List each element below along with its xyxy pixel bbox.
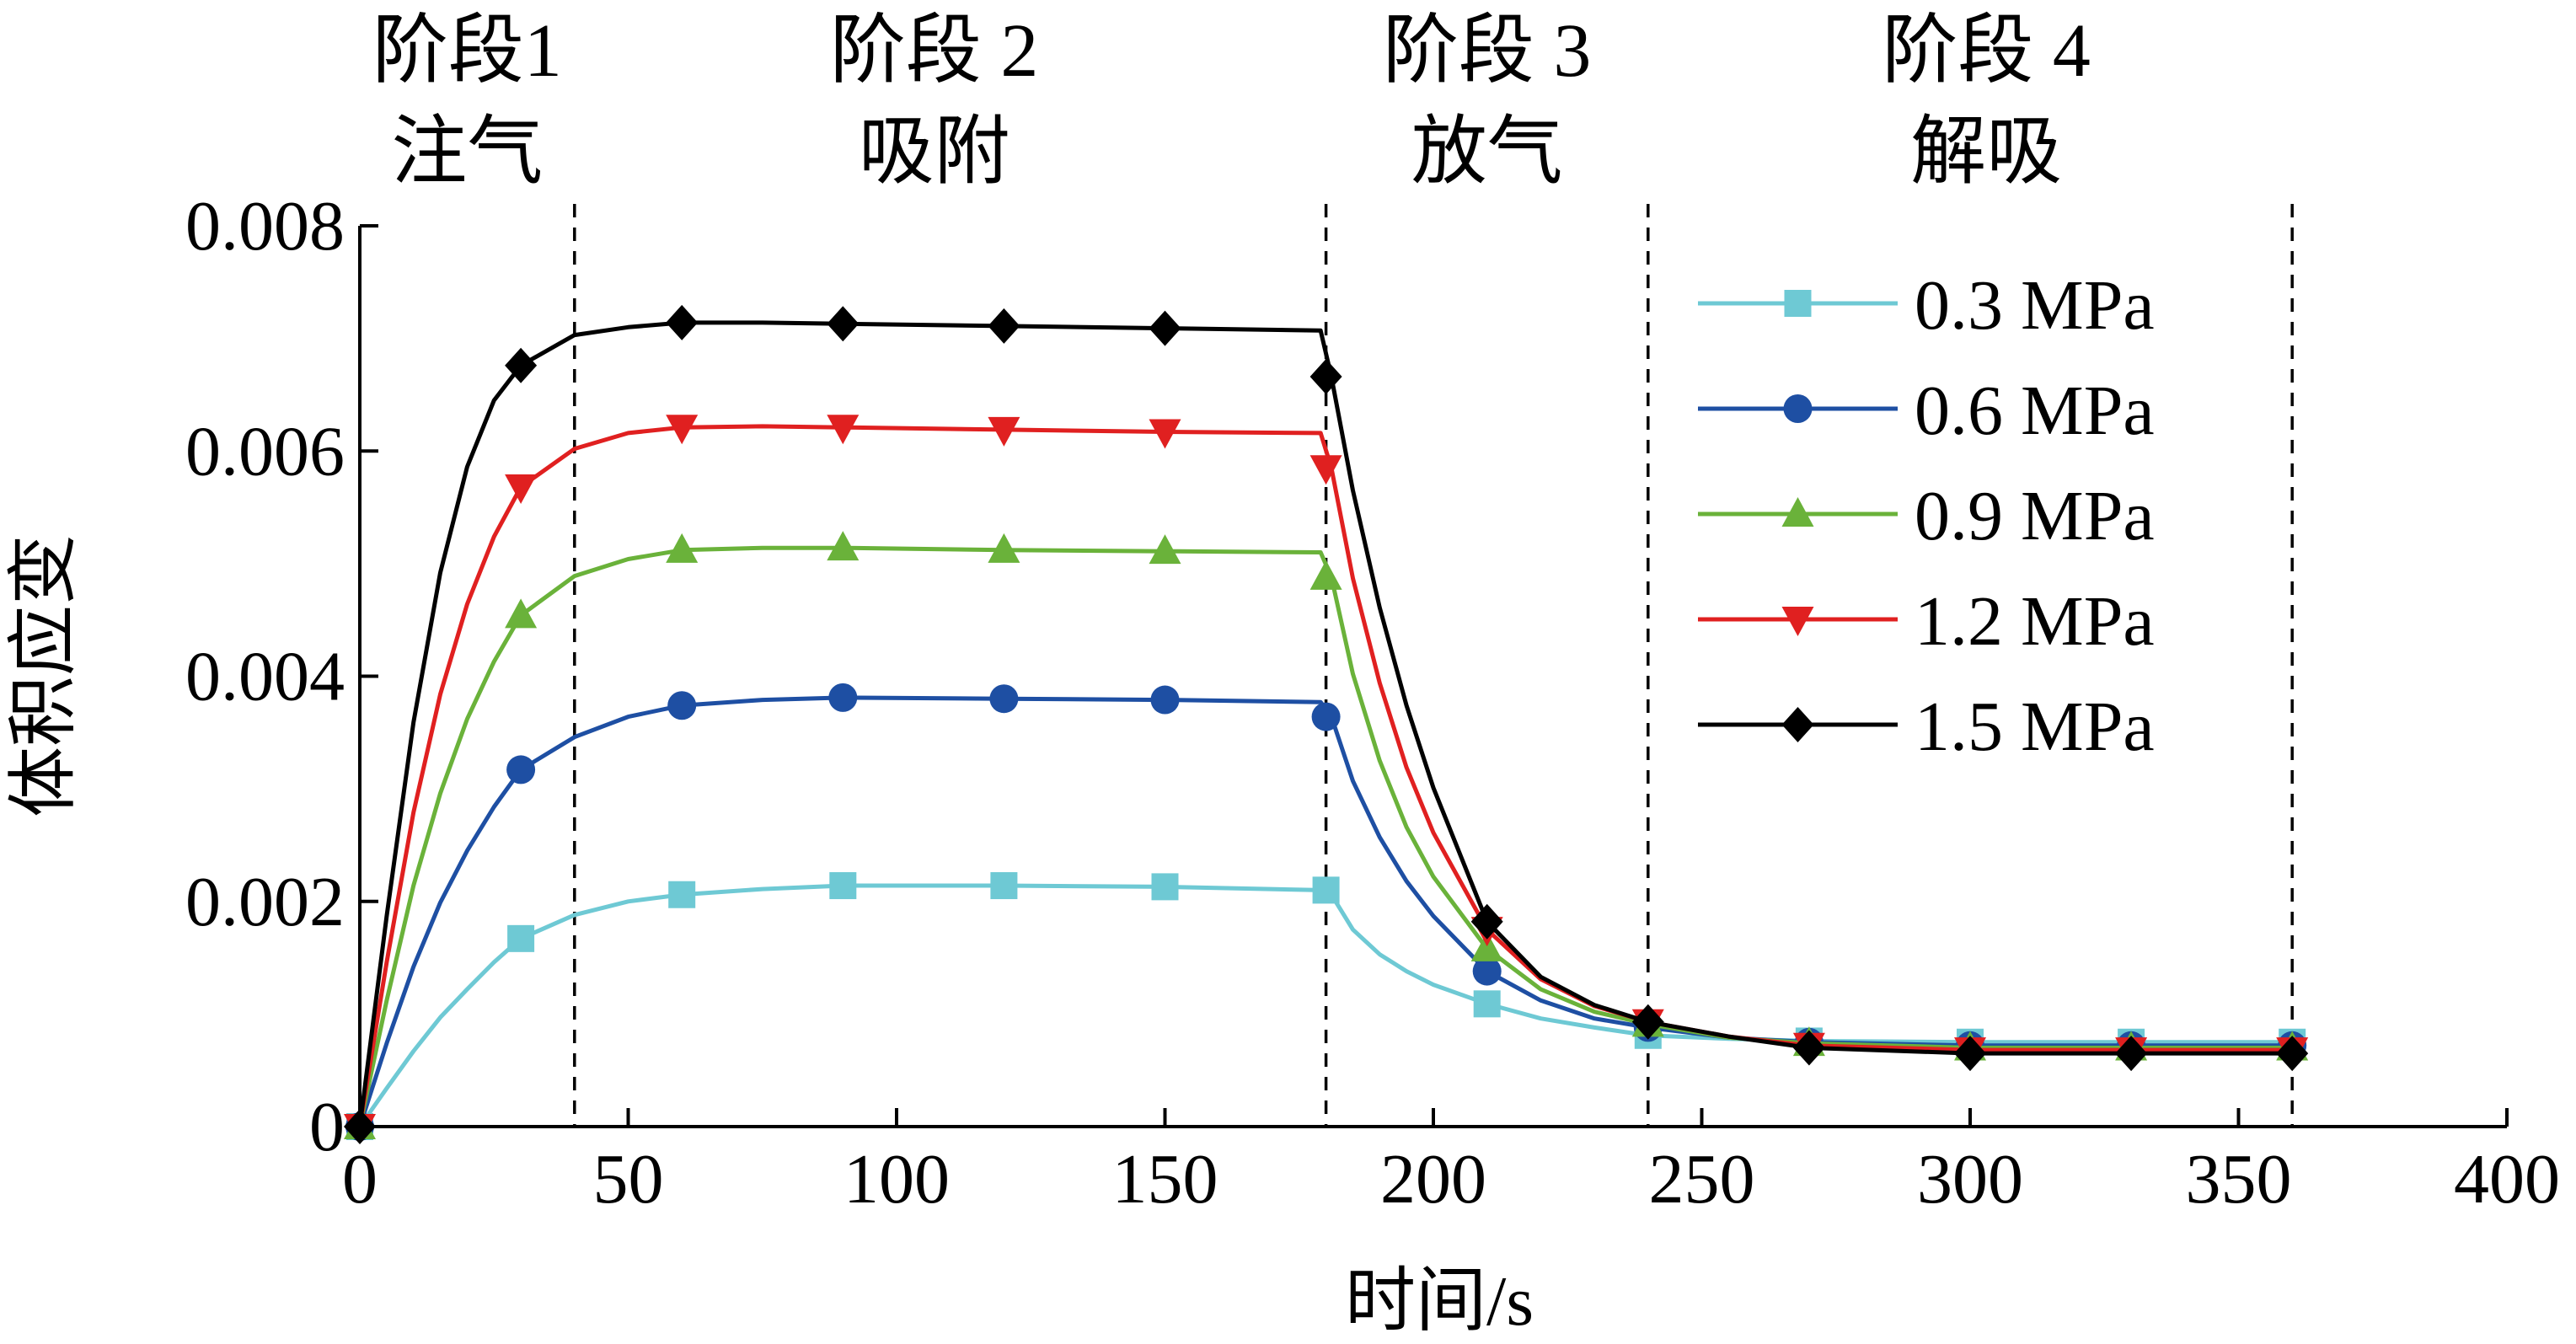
- phase-labels: 阶段1 注气 阶段 2 吸附 阶段 3 放气 阶段 4 解吸: [372, 9, 2091, 194]
- legend-item: 0.6 MPa: [1698, 372, 2155, 450]
- phase-label: 注气: [391, 110, 543, 194]
- data-point: [827, 306, 860, 342]
- data-point: [1472, 956, 1502, 986]
- data-point: [988, 308, 1020, 344]
- series-group: [344, 304, 2309, 1144]
- legend-item: 1.5 MPa: [1698, 688, 2155, 766]
- phase-label: 解吸: [1910, 110, 2062, 194]
- data-point: [1151, 873, 1179, 901]
- y-tick-label: 0.002: [185, 863, 345, 941]
- x-tick-label: 200: [1380, 1140, 1486, 1218]
- legend-label: 0.6 MPa: [1915, 372, 2155, 450]
- data-point: [989, 684, 1019, 714]
- x-tick-label: 50: [593, 1140, 664, 1218]
- y-ticks: 0 0.002 0.004 0.006 0.008: [185, 187, 378, 1166]
- data-point: [666, 415, 699, 445]
- data-point: [667, 691, 697, 720]
- data-point: [1792, 1030, 1825, 1066]
- data-point: [828, 683, 858, 712]
- data-point: [988, 416, 1020, 447]
- data-point: [1309, 455, 1342, 485]
- phase-name: 阶段 4: [1882, 9, 2091, 93]
- legend-label: 0.3 MPa: [1915, 266, 2155, 345]
- x-tick-label: 150: [1112, 1140, 1218, 1218]
- data-point: [1470, 903, 1503, 940]
- data-point: [1149, 310, 1181, 346]
- x-tick-label: 300: [1917, 1140, 2023, 1218]
- legend-label: 1.2 MPa: [1915, 582, 2155, 661]
- x-tick-label: 400: [2454, 1140, 2560, 1218]
- data-point: [990, 872, 1018, 900]
- data-point: [1309, 359, 1342, 395]
- y-tick-label: 0: [309, 1088, 345, 1166]
- legend-marker: [1783, 394, 1813, 423]
- x-axis-label: 时间/s: [1345, 1262, 1534, 1341]
- data-point: [2115, 1036, 2148, 1072]
- data-point: [344, 1109, 376, 1144]
- data-point: [2276, 1036, 2309, 1072]
- axes: [358, 226, 2507, 1128]
- x-ticks: 0 50 100 150 200 250 300 350 400: [342, 1108, 2560, 1218]
- legend-marker: [1784, 290, 1812, 317]
- x-tick-label: 0: [342, 1140, 378, 1218]
- legend-marker: [1781, 707, 1814, 742]
- phase-name: 阶段 2: [830, 9, 1039, 93]
- phase-name: 阶段 3: [1383, 9, 1592, 93]
- x-tick-label: 350: [2186, 1140, 2292, 1218]
- data-point: [1473, 990, 1501, 1018]
- phase-label: 放气: [1411, 110, 1563, 194]
- data-point: [507, 924, 535, 952]
- data-point: [1470, 931, 1503, 961]
- legend-marker: [1781, 607, 1814, 636]
- series-line: [357, 320, 2295, 1129]
- data-point: [988, 533, 1020, 563]
- data-point: [1312, 876, 1340, 904]
- series-line: [357, 545, 2295, 1129]
- series-line: [357, 695, 2295, 1129]
- data-point: [666, 304, 699, 340]
- data-point: [1954, 1036, 1986, 1072]
- legend-label: 0.9 MPa: [1915, 477, 2155, 555]
- legend-item: 0.3 MPa: [1698, 266, 2155, 345]
- legend: 0.3 MPa 0.6 MPa 0.9 MPa 1.2 MPa 1.5 MPa: [1698, 266, 2155, 766]
- series: [344, 304, 2309, 1144]
- legend-label: 1.5 MPa: [1915, 688, 2155, 766]
- data-point: [829, 872, 857, 900]
- data-point: [505, 347, 538, 383]
- data-point: [1150, 685, 1180, 715]
- data-point: [1149, 419, 1181, 449]
- data-point: [506, 755, 536, 784]
- data-point: [1631, 1004, 1664, 1040]
- y-axis-label: 体积应变: [5, 534, 83, 817]
- data-point: [827, 415, 860, 445]
- y-tick-label: 0.006: [185, 412, 345, 490]
- x-tick-label: 100: [843, 1140, 950, 1218]
- phase-label: 吸附: [859, 110, 1010, 194]
- phase-name: 阶段1: [372, 9, 562, 93]
- data-point: [666, 533, 699, 563]
- y-tick-label: 0.008: [185, 187, 345, 265]
- legend-item: 1.2 MPa: [1698, 582, 2155, 661]
- y-tick-label: 0.004: [185, 638, 345, 716]
- data-point: [505, 598, 538, 629]
- data-point: [1149, 534, 1181, 565]
- data-point: [827, 531, 860, 561]
- x-tick-label: 250: [1649, 1140, 1755, 1218]
- legend-marker: [1781, 497, 1814, 527]
- data-point: [1309, 560, 1342, 590]
- legend-item: 0.9 MPa: [1698, 477, 2155, 555]
- data-point: [668, 881, 696, 908]
- data-point: [505, 474, 538, 505]
- series-line: [357, 883, 2295, 1129]
- data-point: [1311, 702, 1341, 731]
